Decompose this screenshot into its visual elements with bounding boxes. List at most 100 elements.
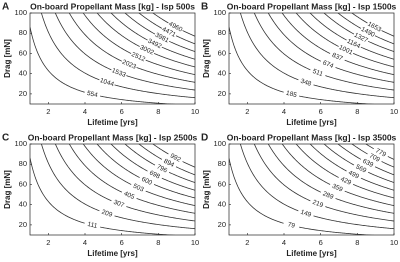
panel-letter: C [2, 133, 9, 144]
contour-label: 837 [331, 52, 344, 63]
contour-label-bg [83, 89, 101, 100]
x-tick-label: 2 [46, 107, 50, 116]
contour-label-bg [282, 89, 300, 100]
contours [229, 13, 394, 104]
x-tick-label: 6 [120, 238, 124, 247]
contour-label-bg [328, 181, 347, 195]
contour-label: 149 [300, 209, 313, 219]
contour-label-bg [160, 156, 178, 171]
contour-label-bg [110, 66, 128, 80]
contour-line [110, 13, 195, 60]
y-tick-label: 100 [14, 8, 27, 17]
contour-label-bg [83, 220, 101, 231]
contour-label-bg [166, 20, 185, 34]
panel-letter: B [201, 2, 208, 13]
panel-title: On-board Propellant Mass [kg] - Isp 500s [30, 1, 195, 11]
y-tick-label: 20 [19, 89, 27, 98]
contour-line [295, 13, 394, 68]
x-tick-label: 8 [355, 238, 359, 247]
contour-label: 2023 [121, 59, 137, 71]
contour-label: 1533 [111, 67, 127, 79]
contour-label: 79 [287, 221, 296, 230]
contour-label-bg [337, 43, 355, 57]
contour-label: 499 [347, 169, 360, 180]
contour-label-bg [153, 162, 171, 176]
panel-title: On-board Propellant Mass [kg] - Isp 3500… [227, 132, 397, 142]
x-tick-label: 2 [245, 238, 249, 247]
contour-label-bg [344, 168, 363, 182]
y-tick-label: 40 [19, 200, 27, 209]
contour-label-bg [344, 37, 363, 51]
contour-label: 779 [374, 147, 387, 158]
contour-label-bg [120, 189, 138, 202]
contours [30, 13, 195, 104]
contour-line [82, 13, 195, 76]
contour-line [309, 13, 394, 60]
y-axis-label: Drag [mN] [3, 170, 12, 209]
contour-label-bg [138, 43, 156, 57]
contour-label-bg [98, 207, 116, 220]
panel-letter: D [201, 133, 208, 144]
contour-line [152, 13, 195, 37]
y-tick-label: 20 [19, 220, 27, 229]
contour-label-bg [138, 174, 156, 188]
y-tick-label: 60 [218, 179, 226, 188]
contour-label: 348 [300, 78, 313, 88]
contour-label: 429 [339, 176, 352, 187]
contour-label-bg [328, 50, 347, 64]
contour-line [351, 13, 394, 37]
contour-line [351, 144, 394, 168]
contour-label: 289 [322, 190, 335, 201]
contour-label: 554 [86, 90, 99, 99]
y-tick-label: 40 [19, 69, 27, 78]
contour-line [68, 144, 195, 214]
contour-label: 639 [361, 158, 374, 169]
y-tick-label: 80 [19, 159, 27, 168]
contour-label: 359 [331, 183, 344, 194]
y-axis-label: Drag [mN] [202, 39, 211, 78]
contour-line [68, 13, 195, 83]
contour-label: 674 [322, 59, 335, 70]
contour-label: 894 [162, 158, 175, 169]
contour-label-bg [365, 151, 384, 165]
x-tick-label: 4 [282, 238, 286, 247]
contour-label-bg [352, 31, 370, 45]
contour-label-bg [337, 174, 355, 188]
x-tick-label: 6 [319, 107, 323, 116]
contour-label-bg [365, 20, 384, 34]
x-axis-label: Lifetime [yrs] [87, 118, 138, 127]
x-tick-label: 10 [191, 107, 199, 116]
y-tick-label: 100 [14, 139, 27, 148]
contour-label-bg [352, 162, 370, 176]
contour-line [267, 144, 394, 214]
contour-label: 796 [155, 163, 168, 174]
x-tick-label: 8 [156, 238, 160, 247]
contour-label: 698 [148, 169, 161, 180]
contour-line [309, 144, 394, 191]
contour-label: 405 [123, 190, 136, 201]
y-tick-label: 60 [19, 48, 27, 57]
contour-line [281, 13, 394, 76]
contour-label: 1044 [99, 77, 115, 88]
contour-line [295, 144, 394, 199]
contour-label-bg [160, 25, 178, 39]
contour-line [82, 144, 195, 206]
contour-label: 209 [101, 209, 114, 219]
contour-line [152, 144, 195, 168]
y-tick-label: 80 [218, 28, 226, 37]
contour-label-bg [309, 66, 327, 80]
contour-label-bg [282, 220, 300, 231]
contour-label-bg [129, 50, 148, 64]
contour-label-bg [309, 197, 327, 211]
x-tick-label: 4 [83, 107, 87, 116]
plot-frame [228, 143, 395, 236]
contour-label-bg [110, 197, 128, 210]
y-axis-label: Drag [mN] [202, 170, 211, 209]
contour-label-bg [359, 25, 377, 40]
y-tick-label: 40 [218, 69, 226, 78]
contour-line [96, 144, 195, 199]
x-tick-label: 10 [390, 238, 398, 247]
x-tick-label: 2 [245, 107, 249, 116]
contour-line [281, 144, 394, 207]
